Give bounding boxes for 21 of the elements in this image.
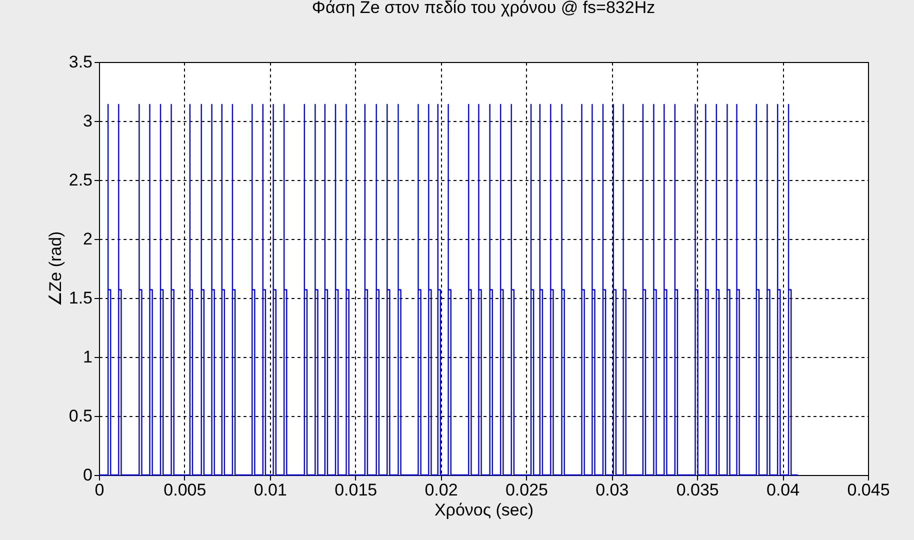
y-tick-label: 3.5 <box>68 52 92 72</box>
x-tick-label: 0.01 <box>254 480 287 500</box>
x-tick-label: 0.025 <box>505 480 548 500</box>
x-tick-label: 0.02 <box>424 480 458 500</box>
x-tick-label: 0 <box>94 480 104 500</box>
y-tick-label: 2.5 <box>68 170 92 190</box>
x-tick-label: 0.015 <box>334 480 378 500</box>
y-axis-title: ∠Ze (rad) <box>46 231 65 307</box>
y-tick-label: 1 <box>83 348 92 366</box>
x-tick-label: 0.005 <box>164 480 206 500</box>
y-tick-label: 0 <box>83 466 92 484</box>
y-tick-label: 3 <box>83 112 92 130</box>
chart-title: Φάση Ze στον πεδίο του χρόνου @ fs=832Hz <box>312 0 656 17</box>
y-tick-label: 2 <box>83 230 92 248</box>
x-tick-label: 0.03 <box>596 480 629 500</box>
y-tick-label: 0.5 <box>68 406 92 426</box>
x-tick-label: 0.045 <box>847 480 890 500</box>
x-axis-title: Χρόνος (sec) <box>434 500 534 520</box>
y-tick-label: 1.5 <box>68 288 92 308</box>
x-tick-label: 0.04 <box>766 480 800 500</box>
x-tick-label: 0.035 <box>676 480 719 500</box>
